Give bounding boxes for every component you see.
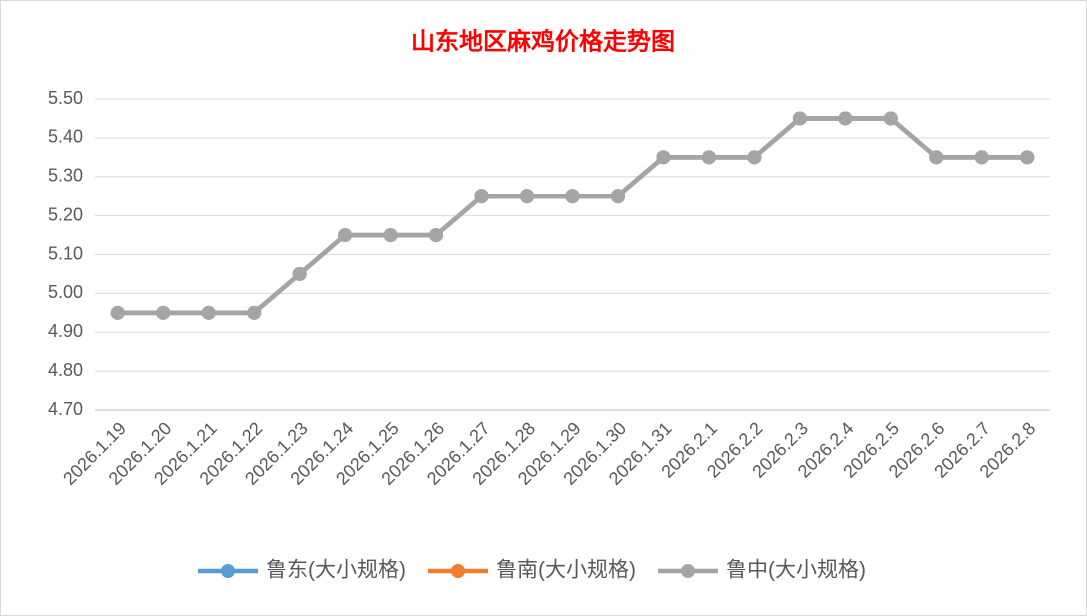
y-tick-label: 5.20 — [48, 204, 83, 224]
point — [201, 305, 216, 320]
y-tick-label: 4.80 — [48, 360, 83, 380]
point — [520, 189, 535, 204]
y-tick-label: 5.40 — [48, 127, 83, 147]
point — [747, 150, 762, 165]
point — [247, 305, 262, 320]
y-tick-label: 4.70 — [48, 399, 83, 419]
legend-marker — [221, 564, 235, 578]
chart-title: 山东地区麻鸡价格走势图 — [411, 28, 675, 56]
point — [701, 150, 716, 165]
point — [383, 228, 398, 243]
point — [292, 266, 307, 281]
y-tick-label: 5.10 — [48, 243, 83, 263]
point — [792, 111, 807, 126]
point — [883, 111, 898, 126]
point — [1020, 150, 1035, 165]
point — [474, 189, 489, 204]
point — [838, 111, 853, 126]
y-tick-label: 5.30 — [48, 166, 83, 186]
point — [156, 305, 171, 320]
point — [929, 150, 944, 165]
point — [429, 228, 444, 243]
legend-label: 鲁南(大小规格) — [496, 559, 636, 582]
y-tick-label: 4.90 — [48, 321, 83, 341]
point — [656, 150, 671, 165]
point — [110, 305, 125, 320]
y-tick-label: 5.00 — [48, 282, 83, 302]
point — [565, 189, 580, 204]
legend-label: 鲁东(大小规格) — [266, 559, 406, 582]
legend-label: 鲁中(大小规格) — [726, 559, 866, 582]
point — [338, 228, 353, 243]
legend-marker — [451, 564, 465, 578]
legend-marker — [681, 564, 695, 578]
point — [610, 189, 625, 204]
y-tick-label: 5.50 — [48, 88, 83, 108]
point — [974, 150, 989, 165]
